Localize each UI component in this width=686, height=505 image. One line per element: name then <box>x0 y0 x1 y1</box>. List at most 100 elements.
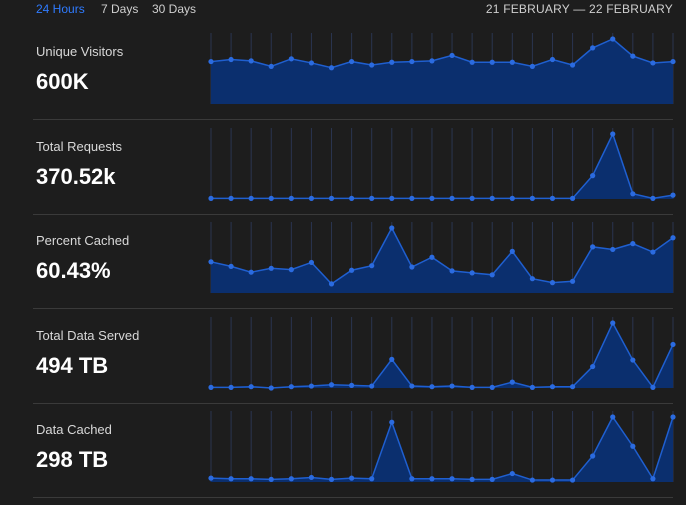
sparkline-point <box>248 269 254 275</box>
sparkline-area <box>211 417 673 482</box>
sparkline-point <box>228 263 234 269</box>
sparkline-point <box>389 59 395 65</box>
sparkline-line <box>211 132 674 200</box>
sparkline-point <box>549 477 556 483</box>
sparkline-point <box>288 384 294 390</box>
tab-30-days[interactable]: 30 Days <box>152 2 197 16</box>
sparkline-point <box>349 58 355 65</box>
sparkline-point <box>670 341 676 348</box>
sparkline-point <box>409 58 415 65</box>
sparkline-point <box>630 241 636 247</box>
sparkline-point <box>650 249 656 255</box>
row-divider <box>33 308 673 309</box>
sparkline-point <box>409 476 415 482</box>
sparkline-line <box>211 321 674 389</box>
sparkline-point <box>610 414 616 420</box>
sparkline-point <box>349 475 355 481</box>
sparkline-point <box>389 225 395 231</box>
sparkline-point <box>590 363 596 370</box>
sparkline-point <box>409 383 415 389</box>
sparkline-point <box>308 195 315 201</box>
date-range-label: 21 FEBRUARY — 22 FEBRUARY <box>485 2 673 16</box>
sparkline-area <box>211 39 673 104</box>
sparkline-point <box>429 195 435 201</box>
sparkline-point <box>308 383 315 389</box>
sparkline-point <box>429 254 435 260</box>
sparkline-point <box>228 384 234 390</box>
sparkline-point <box>590 173 596 179</box>
time-range-bar: 24 Hours 7 Days 30 Days 21 FEBRUARY — 22… <box>0 0 686 20</box>
sparkline-point <box>650 384 656 390</box>
sparkline-line <box>210 415 674 481</box>
sparkline-point <box>529 63 535 69</box>
sparkline-point <box>288 476 294 482</box>
sparkline-point <box>670 58 676 65</box>
sparkline-point <box>529 384 535 390</box>
sparkline-point <box>449 476 455 482</box>
sparkline-point <box>569 62 576 68</box>
sparkline-point <box>228 476 234 482</box>
sparkline-point <box>429 58 435 64</box>
sparkline-point <box>328 281 335 287</box>
sparkline-point <box>288 267 294 273</box>
metric-value: 370.52k <box>36 164 116 189</box>
sparkline-chart <box>208 411 676 483</box>
sparkline-point <box>449 195 455 201</box>
tab-24-hours[interactable]: 24 Hours <box>36 2 85 16</box>
sparkline-point <box>469 195 475 201</box>
metric-value: 298 TB <box>36 447 109 472</box>
sparkline-point <box>529 276 535 282</box>
metric-row-data-cached: Data Cached 298 TB <box>0 403 686 498</box>
metric-label: Total Requests <box>36 139 122 154</box>
sparkline-point <box>630 443 636 449</box>
metric-row-total-requests: Total Requests 370.52k <box>0 120 686 215</box>
metric-row-unique-visitors: Unique Visitors 600K <box>0 25 686 120</box>
sparkline-point <box>469 59 475 65</box>
sparkline-point <box>650 60 656 66</box>
sparkline-point <box>308 60 315 66</box>
tab-7-days[interactable]: 7 Days <box>101 2 139 16</box>
sparkline-point <box>288 56 294 62</box>
sparkline-point <box>509 470 515 477</box>
row-divider <box>33 214 673 215</box>
sparkline-point <box>509 248 515 254</box>
sparkline-point <box>650 195 656 201</box>
sparkline-point <box>469 476 475 482</box>
sparkline-chart <box>208 128 676 201</box>
sparkline-point <box>549 384 556 390</box>
sparkline-point <box>328 382 335 388</box>
sparkline-point <box>208 195 214 201</box>
sparkline-point <box>509 195 515 201</box>
sparkline-point <box>369 263 375 269</box>
sparkline-point <box>489 384 495 390</box>
sparkline-point <box>369 195 375 201</box>
sparkline-point <box>610 320 616 326</box>
sparkline-area <box>211 134 673 199</box>
sparkline-point <box>268 63 274 69</box>
sparkline-point <box>590 45 596 51</box>
sparkline-point <box>208 475 214 481</box>
sparkline-point <box>610 131 616 137</box>
sparkline-point <box>549 56 556 63</box>
sparkline-chart <box>208 222 676 293</box>
sparkline-point <box>208 58 214 65</box>
sparkline-point <box>489 476 495 482</box>
sparkline-point <box>349 267 355 273</box>
sparkline-point <box>670 414 676 420</box>
sparkline-point <box>469 384 475 390</box>
sparkline-point <box>308 474 315 481</box>
sparkline-point <box>610 36 616 42</box>
sparkline-point <box>328 476 335 482</box>
sparkline-point <box>409 195 415 201</box>
sparkline-point <box>288 195 294 201</box>
sparkline-point <box>449 383 455 389</box>
sparkline-point <box>389 195 395 201</box>
metric-value: 494 TB <box>36 353 109 378</box>
sparkline-point <box>670 192 676 198</box>
sparkline-area <box>211 323 673 388</box>
metric-label: Percent Cached <box>36 233 130 248</box>
sparkline-point <box>328 195 335 201</box>
sparkline-point <box>208 384 214 390</box>
sparkline-point <box>549 280 556 286</box>
sparkline-point <box>529 195 535 201</box>
